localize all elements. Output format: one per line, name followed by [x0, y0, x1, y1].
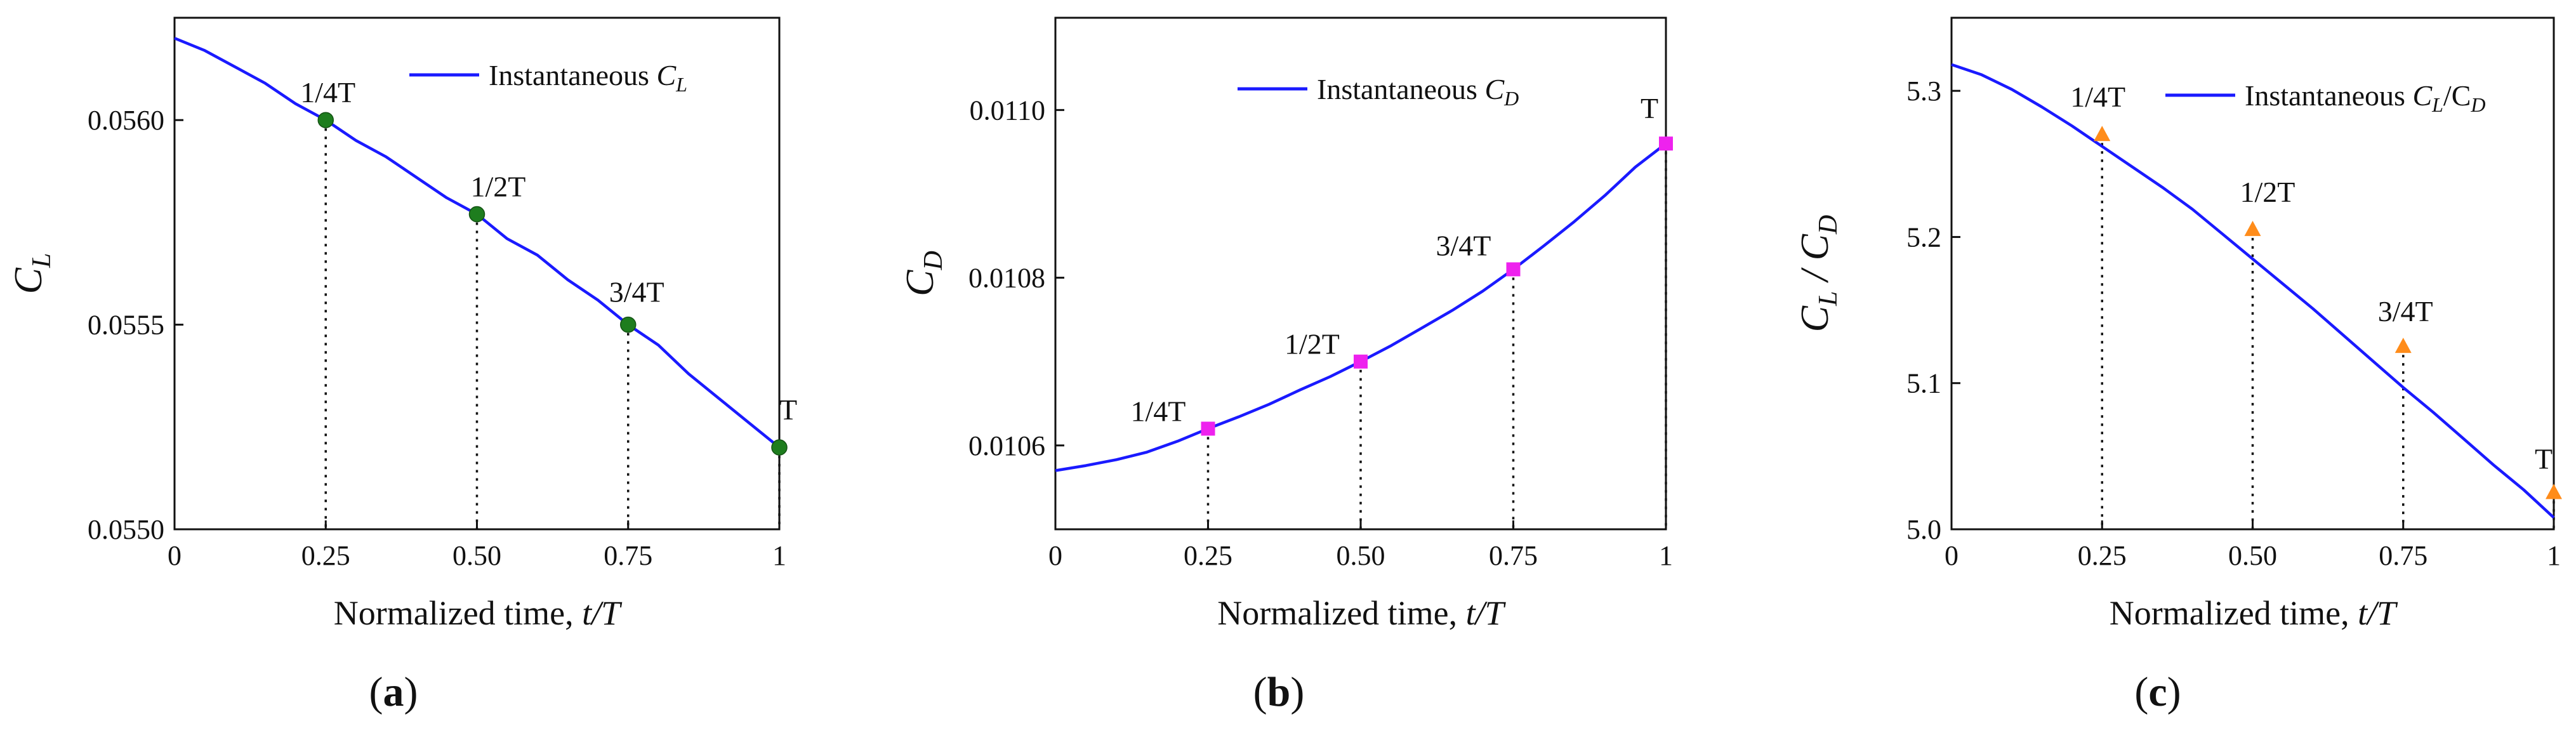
- x-tick-label: 1: [1659, 540, 1673, 571]
- y-axis-label-var: C: [7, 267, 50, 294]
- x-tick-label: 0.25: [2078, 540, 2127, 571]
- marker-annotation: T: [779, 393, 797, 426]
- legend: Instantaneous CL/CD: [2165, 79, 2486, 116]
- marker-annotation: 1/4T: [300, 76, 355, 109]
- x-axis-label-text: Normalized time,: [334, 594, 582, 632]
- y-axis-label-var: C: [899, 270, 942, 296]
- legend-label: Instantaneous CL/CD: [2245, 79, 2486, 116]
- x-tick-label: 1: [2547, 540, 2561, 571]
- marker-annotation: 1/2T: [1285, 328, 1340, 360]
- legend-label-sub: L: [675, 73, 687, 96]
- y-axis-label-sub: L: [1814, 291, 1843, 307]
- y-tick-label: 5.3: [1906, 76, 1941, 107]
- legend-label-var: C: [2412, 79, 2433, 112]
- data-marker: [2094, 126, 2111, 142]
- x-tick-label: 0.50: [2228, 540, 2277, 571]
- x-axis-label-text: Normalized time,: [2110, 594, 2358, 632]
- panel-label-letter: a: [383, 669, 404, 715]
- x-axis-label: Normalized time, t/T: [1217, 594, 1506, 632]
- y-axis-label: CL: [7, 253, 56, 294]
- panel-label: (b): [1253, 669, 1305, 715]
- y-axis-label-sub: D: [919, 251, 948, 270]
- marker-annotation: 1/4T: [1131, 395, 1186, 427]
- legend-label: Instantaneous CL: [489, 59, 687, 96]
- x-tick-label: 0.50: [1337, 540, 1385, 571]
- y-axis-label: CD: [899, 251, 948, 296]
- x-axis-label: Normalized time, t/T: [2110, 594, 2398, 632]
- x-axis-label-var: t/T: [2358, 594, 2398, 632]
- legend-label: Instantaneous CD: [1317, 73, 1519, 110]
- series-line: [1951, 63, 2555, 519]
- series-line: [174, 37, 781, 449]
- data-marker: [771, 439, 788, 456]
- legend-label-text: Instantaneous: [1317, 73, 1484, 105]
- x-tick-label: 0.75: [604, 540, 652, 571]
- data-marker: [2546, 484, 2562, 499]
- data-marker: [317, 112, 334, 128]
- x-tick-label: 0.75: [2379, 540, 2427, 571]
- y-axis-label-var: C: [1793, 305, 1837, 332]
- y-tick-label: 0.0106: [968, 430, 1045, 461]
- marker-annotation: T: [2535, 442, 2553, 475]
- x-tick-label: 0.25: [301, 540, 350, 571]
- y-tick-label: 0.0550: [88, 514, 164, 545]
- legend: Instantaneous CD: [1238, 73, 1519, 110]
- y-tick-label: 0.0108: [968, 263, 1045, 294]
- y-tick-label: 0.0555: [88, 310, 164, 341]
- legend-label-text: Instantaneous: [2245, 79, 2412, 112]
- x-tick-label: 0: [1048, 540, 1062, 571]
- data-marker: [1354, 354, 1368, 369]
- y-axis-label-tail: / C: [1793, 234, 1837, 291]
- legend: Instantaneous CL: [409, 59, 687, 96]
- chart-panel-b: 0 0.25 0.50 0.75 1 0.0106 0.0108 0.0110 1/4T 1/2T…: [899, 17, 1673, 715]
- y-tick-label: 5.1: [1906, 368, 1941, 399]
- data-marker: [2244, 220, 2261, 236]
- marker-annotation: 3/4T: [1436, 229, 1491, 261]
- marker-annotation: 1/2T: [2240, 176, 2295, 208]
- y-tick-label: 5.0: [1906, 514, 1941, 545]
- legend-label-sub: L: [2431, 93, 2443, 116]
- legend-label-var: C: [656, 59, 677, 91]
- legend-label-var: C: [1484, 73, 1505, 105]
- marker-annotation: T: [1641, 92, 1658, 124]
- x-tick-label: 0.50: [452, 540, 501, 571]
- x-tick-label: 0: [168, 540, 182, 571]
- data-marker: [1201, 421, 1215, 436]
- panel-label: (c): [2134, 669, 2181, 715]
- y-tick-label: 5.2: [1906, 221, 1941, 253]
- data-marker: [620, 316, 637, 333]
- chart-panel-a: 0 0.25 0.50 0.75 1 0.0550 0.0555 0.0560 1/4T 1/2T…: [7, 17, 797, 715]
- x-axis-label: Normalized time, t/T: [334, 594, 623, 632]
- x-axis-label-text: Normalized time,: [1217, 594, 1465, 632]
- marker-annotation: 1/2T: [471, 171, 526, 203]
- chart-panel-c: 0 0.25 0.50 0.75 1 5.0 5.1 5.2 5.3 1/4T 1/2T 3/4T T I…: [1793, 17, 2562, 715]
- legend-label-sub: D: [1503, 87, 1519, 110]
- panel-label-letter: b: [1267, 669, 1291, 715]
- y-tick-label: 0.0560: [88, 105, 164, 136]
- panel-label: (a): [369, 669, 418, 715]
- legend-label-text: Instantaneous: [489, 59, 656, 91]
- y-axis-label-sub: L: [27, 253, 56, 268]
- x-tick-label: 0.25: [1184, 540, 1232, 571]
- data-marker: [1506, 262, 1521, 277]
- legend-label-tail: /C: [2443, 79, 2471, 112]
- y-axis-label-sub2: D: [1814, 215, 1843, 235]
- data-marker: [2394, 338, 2412, 353]
- y-axis-label: CL / CD: [1793, 215, 1843, 333]
- x-axis-label-var: t/T: [1466, 594, 1507, 632]
- marker-annotation: 3/4T: [2378, 295, 2433, 327]
- marker-annotation: 3/4T: [609, 276, 664, 308]
- panel-label-letter: c: [2148, 669, 2167, 715]
- x-tick-label: 0.75: [1489, 540, 1538, 571]
- data-marker: [468, 206, 485, 223]
- x-tick-label: 0: [1945, 540, 1958, 571]
- x-axis-label-var: t/T: [582, 594, 623, 632]
- data-marker: [1659, 136, 1673, 151]
- marker-annotation: 1/4T: [2070, 81, 2125, 113]
- x-tick-label: 1: [772, 540, 786, 571]
- y-tick-label: 0.0110: [970, 95, 1045, 126]
- legend-label-sub2: D: [2470, 93, 2485, 116]
